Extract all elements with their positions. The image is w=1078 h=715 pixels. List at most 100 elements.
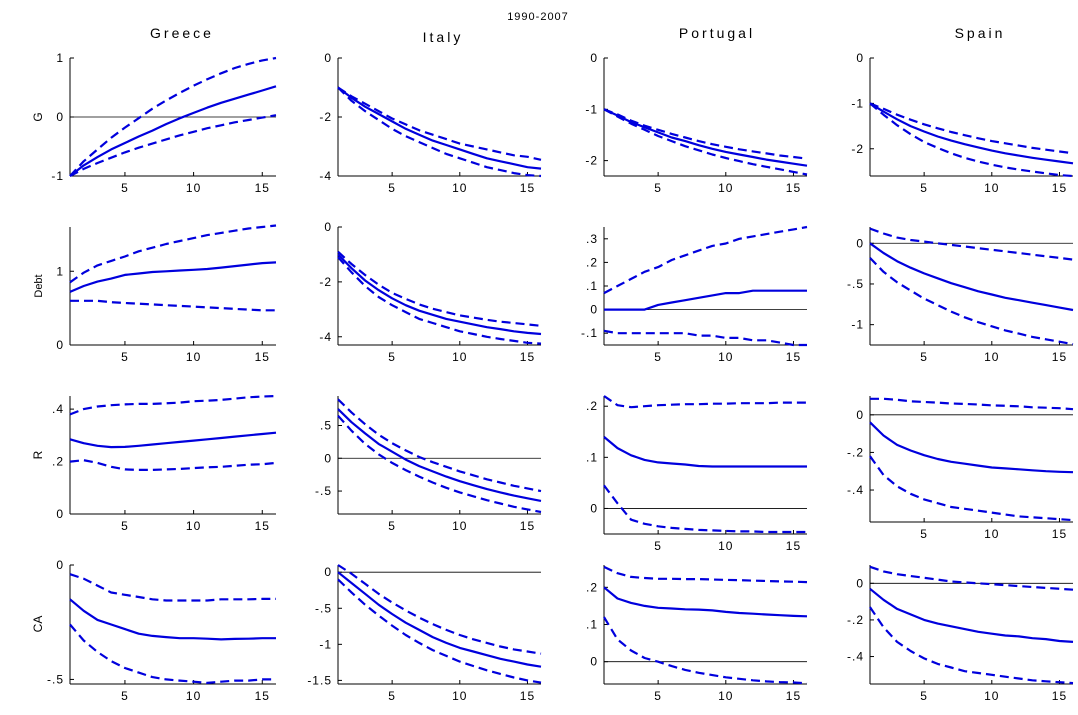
panel-r-greece: 0 .2 .4 5 10 15 R	[31, 394, 277, 533]
band-line-g-italy	[337, 86, 542, 161]
x-tick-label: 5	[920, 689, 928, 703]
x-tick-label: 5	[388, 519, 396, 533]
median-line-debt-italy	[337, 253, 542, 336]
y-tick-label: -.5	[47, 672, 64, 686]
x-tick-label: 10	[452, 519, 467, 533]
band-line-r-italy	[337, 414, 542, 514]
x-tick-label: 10	[186, 181, 201, 195]
y-tick-label: -2	[585, 154, 598, 168]
column-title-spain: Spain	[955, 25, 1006, 41]
x-tick-label: 15	[1052, 181, 1067, 195]
y-tick-label: .2	[586, 399, 598, 413]
median-line-ca-portugal	[603, 586, 808, 618]
x-tick-label: 5	[388, 181, 396, 195]
x-tick-label: 5	[121, 181, 129, 195]
band-line-debt-italy	[337, 250, 542, 327]
x-tick-label: 10	[186, 689, 201, 703]
x-tick-label: 5	[654, 350, 662, 364]
median-line-g-portugal	[603, 108, 808, 167]
x-tick-label: 5	[388, 689, 396, 703]
band-line-g-spain	[869, 102, 1074, 155]
y-tick-label: 0	[324, 51, 332, 65]
x-tick-label: 15	[520, 350, 535, 364]
y-tick-label: 0	[590, 501, 598, 515]
y-tick-label: 0	[856, 236, 864, 250]
y-tick-label: -.5	[315, 484, 332, 498]
row-label-r: R	[31, 450, 45, 459]
y-tick-label: -2	[319, 110, 332, 124]
y-tick-label: .5	[320, 419, 332, 433]
band-line-g-spain	[869, 102, 1074, 178]
panel-r-italy: -.5 0 .5 5 10 15	[315, 396, 542, 533]
row-label-g: G	[31, 112, 45, 121]
y-tick-label: .3	[586, 232, 598, 246]
panel-ca-greece: -.5 0 5 10 15 CA	[31, 558, 276, 703]
figure-suptitle: 1990-2007	[507, 11, 569, 23]
x-tick-label: 15	[1052, 350, 1067, 364]
y-tick-label: -.2	[847, 445, 864, 459]
y-tick-label: 0	[856, 408, 864, 422]
y-tick-label: -1.5	[307, 673, 332, 687]
median-line-g-italy	[337, 86, 542, 170]
band-line-ca-portugal	[603, 565, 808, 584]
y-tick-label: 0	[590, 655, 598, 669]
x-tick-label: 15	[255, 519, 270, 533]
band-line-ca-greece	[69, 623, 276, 685]
x-tick-label: 15	[520, 519, 535, 533]
median-line-debt-greece	[69, 261, 277, 293]
y-tick-label: 0	[324, 451, 332, 465]
band-line-debt-greece	[70, 299, 276, 312]
median-line-g-spain	[869, 102, 1074, 165]
x-tick-label: 10	[984, 350, 999, 364]
row-label-debt: Debt	[33, 274, 45, 297]
x-tick-label: 15	[255, 350, 270, 364]
x-tick-label: 5	[121, 519, 129, 533]
y-tick-label: 0	[56, 507, 64, 521]
panel-debt-spain: -1 -.5 0 5 10 15	[847, 227, 1074, 364]
x-tick-label: 5	[920, 527, 928, 541]
band-line-r-portugal	[603, 395, 807, 409]
x-tick-label: 10	[452, 689, 467, 703]
x-tick-label: 15	[1052, 689, 1067, 703]
x-tick-label: 10	[452, 350, 467, 364]
y-tick-label: -.4	[847, 483, 864, 497]
x-tick-label: 15	[786, 689, 801, 703]
panel-ca-portugal: 0 .1 .2 5 10 15	[586, 565, 808, 703]
panel-ca-spain: -.4 -.2 0 5 10 15	[847, 565, 1074, 703]
y-tick-label: -.5	[315, 601, 332, 615]
x-tick-label: 10	[186, 519, 201, 533]
x-tick-label: 5	[920, 350, 928, 364]
median-line-debt-spain	[869, 242, 1074, 312]
x-tick-label: 15	[520, 689, 535, 703]
x-tick-label: 10	[718, 689, 733, 703]
x-tick-label: 10	[186, 350, 201, 364]
band-line-ca-greece	[69, 573, 276, 602]
band-line-r-spain	[869, 455, 1074, 522]
median-line-g-greece	[69, 85, 277, 177]
median-line-ca-greece	[69, 598, 276, 641]
panel-g-portugal: -2 -1 0 5 10 15	[585, 51, 808, 195]
y-tick-label: -4	[319, 169, 332, 183]
y-tick-label: -1	[319, 637, 332, 651]
y-tick-label: 0	[856, 51, 864, 65]
median-line-ca-spain	[869, 587, 1074, 643]
panel-r-portugal: 0 .1 .2 5 10 15	[586, 395, 807, 553]
band-line-ca-spain	[869, 565, 1074, 591]
panel-ca-italy: -1.5 -1 -.5 0 5 10 15	[307, 564, 542, 703]
panel-debt-italy: -4 -2 0 5 10 15	[319, 220, 542, 364]
y-tick-label: .2	[586, 580, 598, 594]
y-tick-label: -2	[319, 275, 332, 289]
y-tick-label: 0	[324, 220, 332, 234]
band-line-debt-portugal	[603, 225, 808, 295]
y-tick-label: -.4	[847, 650, 864, 664]
y-tick-label: 0	[590, 303, 598, 317]
x-tick-label: 10	[718, 181, 733, 195]
x-tick-label: 10	[984, 527, 999, 541]
y-tick-label: -.5	[847, 277, 864, 291]
band-line-debt-portugal	[603, 329, 807, 347]
band-line-r-spain	[870, 397, 1074, 411]
y-tick-label: .1	[586, 450, 598, 464]
